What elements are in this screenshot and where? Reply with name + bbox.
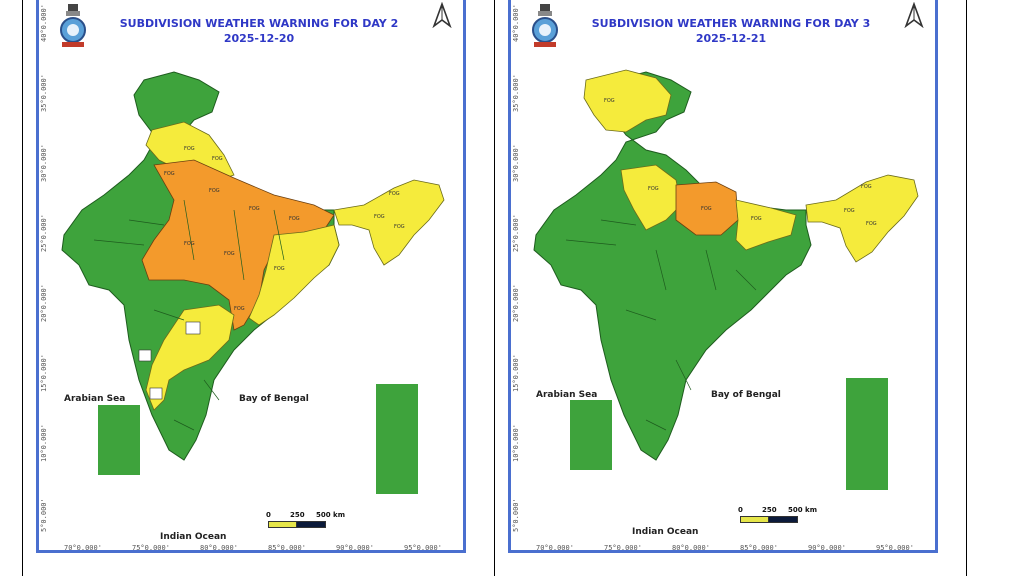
lat-tick: 40°0.000' [40, 4, 48, 42]
lon-tick: 70°0.000' [536, 544, 574, 552]
india-subdivision-map: FOG FOG FOG FOG FOG FOG FOG FOG FOG FOG … [61, 71, 445, 461]
region-label: FOG [866, 221, 877, 227]
arabian-sea-label: Arabian Sea [536, 390, 598, 400]
lon-tick: 75°0.000' [132, 544, 170, 552]
map-date: 2025-12-20 [223, 32, 295, 45]
region-label: FOG [701, 206, 712, 212]
scale-bar: 0 250 500 km [266, 511, 356, 529]
day2-warning-map-panel: SUBDIVISION WEATHER WARNING FOR DAY 2 20… [34, 0, 470, 558]
region-label: FOG [164, 171, 175, 177]
map-title: SUBDIVISION WEATHER WARNING FOR DAY 2 [119, 17, 399, 30]
region-label: FOG [861, 184, 872, 190]
region-label: FOG [224, 251, 235, 257]
map-frame [508, 0, 938, 553]
map-title: SUBDIVISION WEATHER WARNING FOR DAY 3 [591, 17, 871, 30]
north-arrow-icon [904, 2, 924, 28]
scale-segment-1 [740, 516, 769, 523]
indian-ocean-label: Indian Ocean [160, 532, 227, 542]
north-yellow-region [583, 69, 672, 133]
region-label: FOG [184, 146, 195, 152]
scale-zero: 0 [266, 511, 271, 519]
map-frame [36, 0, 466, 553]
lon-tick: 80°0.000' [672, 544, 710, 552]
south-yellow-region [145, 304, 235, 411]
region-label: FOG [184, 241, 195, 247]
center-divider [494, 0, 495, 576]
imd-emblem-icon [60, 4, 86, 47]
lon-tick: 70°0.000' [64, 544, 102, 552]
lat-tick: 5°0.000' [40, 498, 48, 532]
arabian-sea-label: Arabian Sea [64, 394, 126, 404]
scale-end: 500 km [788, 506, 817, 514]
region-label: FOG [234, 306, 245, 312]
day3-warning-map-panel: SUBDIVISION WEATHER WARNING FOR DAY 3 20… [506, 0, 942, 558]
region-label: FOG [604, 98, 615, 104]
northeast-yellow-region [805, 174, 919, 263]
scale-segment-2 [296, 521, 326, 528]
lat-tick: 5°0.000' [512, 498, 520, 532]
india-subdivision-map: FOG FOG FOG FOG FOG FOG FOG [533, 69, 919, 461]
scale-segment-2 [768, 516, 798, 523]
scale-zero: 0 [738, 506, 743, 514]
region-label: FOG [274, 266, 285, 272]
north-arrow-icon [432, 2, 452, 28]
region-label: FOG [389, 191, 400, 197]
region-label: FOG [648, 186, 659, 192]
region-label: FOG [209, 188, 220, 194]
east-yellow-region [248, 224, 340, 326]
bay-of-bengal-label: Bay of Bengal [711, 390, 781, 400]
lon-tick: 90°0.000' [336, 544, 374, 552]
scale-mid: 250 [762, 506, 777, 514]
lon-tick: 90°0.000' [808, 544, 846, 552]
region-label: FOG [212, 156, 223, 162]
lon-tick: 85°0.000' [268, 544, 306, 552]
map-date: 2025-12-21 [695, 32, 767, 45]
scale-bar: 0 250 500 km [738, 506, 828, 524]
central-orange-region [675, 181, 739, 236]
lon-tick: 85°0.000' [740, 544, 778, 552]
region-label: FOG [844, 208, 855, 214]
right-divider [966, 0, 967, 576]
imd-emblem-icon [532, 4, 558, 47]
left-divider [22, 0, 23, 576]
region-label: FOG [394, 224, 405, 230]
andaman-nicobar-inset [846, 378, 888, 490]
region-label: FOG [289, 216, 300, 222]
scale-end: 500 km [316, 511, 345, 519]
lon-tick: 95°0.000' [404, 544, 442, 552]
lakshadweep-inset [98, 405, 140, 475]
region-label: FOG [249, 206, 260, 212]
upper-yellow-region [620, 164, 682, 231]
region-label: FOG [751, 216, 762, 222]
lakshadweep-inset [570, 400, 612, 470]
northeast-yellow-region [333, 179, 445, 266]
bay-of-bengal-label: Bay of Bengal [239, 394, 309, 404]
lon-tick: 75°0.000' [604, 544, 642, 552]
scale-mid: 250 [290, 511, 305, 519]
lon-tick: 95°0.000' [876, 544, 914, 552]
region-label: FOG [374, 214, 385, 220]
lon-tick: 80°0.000' [200, 544, 238, 552]
east-yellow-region [735, 199, 797, 251]
indian-ocean-label: Indian Ocean [632, 527, 699, 537]
lat-tick: 40°0.000' [512, 4, 520, 42]
scale-segment-1 [268, 521, 297, 528]
andaman-nicobar-inset [376, 384, 418, 494]
